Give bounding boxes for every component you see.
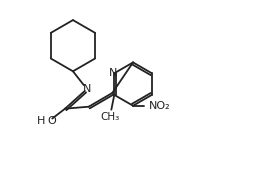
Text: NO₂: NO₂ — [149, 101, 170, 111]
Text: N: N — [82, 84, 91, 94]
Text: CH₃: CH₃ — [101, 112, 120, 122]
Text: H: H — [37, 116, 46, 127]
Text: O: O — [47, 116, 56, 127]
Text: N: N — [109, 68, 117, 78]
